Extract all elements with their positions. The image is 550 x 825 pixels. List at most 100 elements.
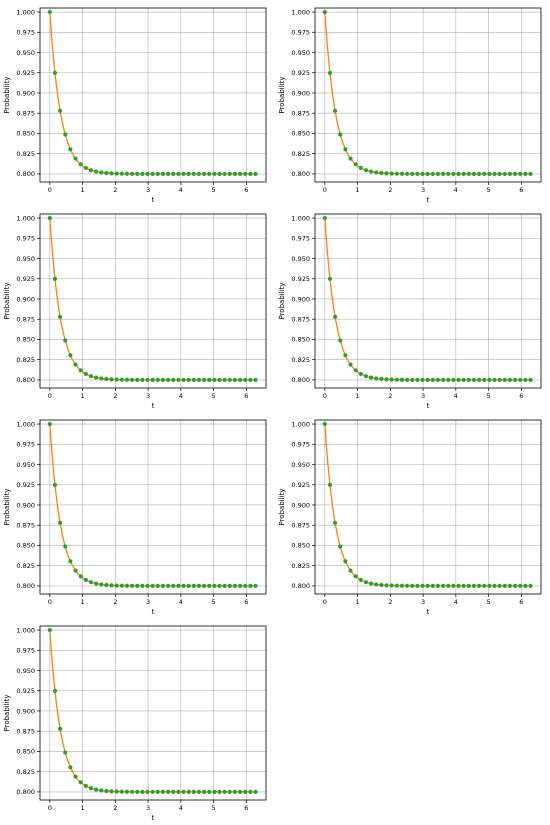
data-point (88, 374, 94, 379)
data-point (441, 583, 446, 589)
data-point (155, 583, 160, 589)
data-point (492, 171, 497, 177)
data-point (94, 787, 99, 792)
data-point (374, 170, 379, 175)
y-tick-label: 1.000 (291, 214, 310, 222)
data-point (52, 70, 58, 75)
data-point (518, 583, 523, 589)
data-point (243, 377, 248, 383)
data-point (104, 582, 109, 588)
data-point (248, 171, 253, 177)
y-tick-label: 0.900 (291, 295, 310, 303)
data-point (399, 377, 405, 382)
data-point (130, 377, 135, 382)
y-tick-label: 0.925 (16, 687, 35, 695)
data-point (73, 156, 78, 161)
data-point (348, 156, 353, 161)
data-point (420, 377, 425, 382)
data-point (150, 377, 155, 382)
y-tick-label: 0.875 (16, 110, 35, 118)
data-point (497, 377, 502, 383)
x-tick-label: 4 (179, 804, 183, 812)
data-point (217, 171, 222, 177)
data-point (191, 583, 196, 589)
data-point (109, 789, 114, 794)
data-point (415, 377, 420, 382)
data-point (104, 170, 109, 176)
data-point (451, 583, 456, 589)
data-point (327, 276, 333, 281)
data-point (68, 765, 73, 770)
data-point (140, 377, 145, 382)
data-point (109, 171, 114, 176)
subplot-7: 0 1 2 3 4 5 6 0.800 0.825 0.850 0.875 0.900 0.925 0.9… (3, 625, 267, 822)
x-tick-label: 2 (113, 186, 117, 194)
y-tick-label: 1.000 (16, 8, 35, 16)
data-point (114, 789, 119, 794)
x-tick-label: 6 (244, 186, 248, 194)
data-point (487, 583, 492, 589)
data-point (497, 583, 502, 589)
data-point (166, 171, 171, 176)
data-point (155, 789, 160, 795)
data-point (145, 583, 150, 588)
data-point (88, 580, 94, 585)
y-tick-label: 0.800 (291, 170, 310, 178)
data-point (171, 171, 176, 176)
axes-frame (39, 625, 267, 801)
data-point (73, 362, 78, 367)
y-tick-label: 1.000 (16, 626, 35, 634)
data-point (420, 583, 425, 588)
x-tick-label: 5 (212, 186, 216, 194)
y-tick-label: 0.950 (16, 49, 35, 57)
y-tick-label: 0.800 (16, 788, 35, 796)
data-point (482, 171, 487, 177)
data-point (394, 171, 399, 176)
y-tick-label: 0.875 (16, 522, 35, 530)
data-point (171, 377, 176, 382)
data-point (47, 421, 52, 427)
data-point (389, 377, 394, 382)
data-point (435, 171, 441, 176)
y-tick-label: 0.825 (291, 150, 310, 158)
y-tick-label: 0.875 (291, 316, 310, 324)
x-tick-label: 3 (421, 598, 425, 606)
data-point (124, 377, 130, 382)
data-point (363, 580, 369, 585)
y-tick-label: 0.975 (16, 441, 35, 449)
y-tick-label: 1.000 (291, 420, 310, 428)
data-point (114, 171, 119, 176)
data-point (114, 583, 119, 588)
y-axis-label: Probability (3, 488, 11, 525)
y-tick-label: 0.825 (291, 356, 310, 364)
data-point (227, 789, 232, 795)
y-tick-label: 0.850 (16, 336, 35, 344)
data-point (140, 171, 145, 176)
data-point (160, 171, 166, 176)
data-point (232, 789, 238, 795)
data-point (202, 789, 207, 795)
data-point (253, 377, 258, 383)
data-point (410, 377, 415, 382)
data-point (420, 171, 425, 176)
data-point (353, 162, 358, 167)
data-point (109, 377, 114, 382)
data-point (512, 171, 518, 177)
data-point (227, 171, 232, 177)
x-tick-label: 3 (146, 392, 150, 400)
data-point (237, 583, 243, 589)
x-tick-label: 0 (323, 598, 327, 606)
y-tick-label: 0.950 (291, 255, 310, 263)
data-point (237, 789, 243, 795)
y-tick-label: 0.850 (291, 130, 310, 138)
data-point (83, 577, 88, 583)
data-point (78, 368, 83, 373)
data-point (130, 789, 135, 794)
data-point (124, 583, 130, 588)
data-point (456, 377, 461, 383)
data-point (430, 171, 435, 176)
x-tick-label: 6 (519, 392, 523, 400)
data-point (47, 627, 52, 633)
data-point (135, 583, 140, 588)
data-point (471, 583, 477, 589)
